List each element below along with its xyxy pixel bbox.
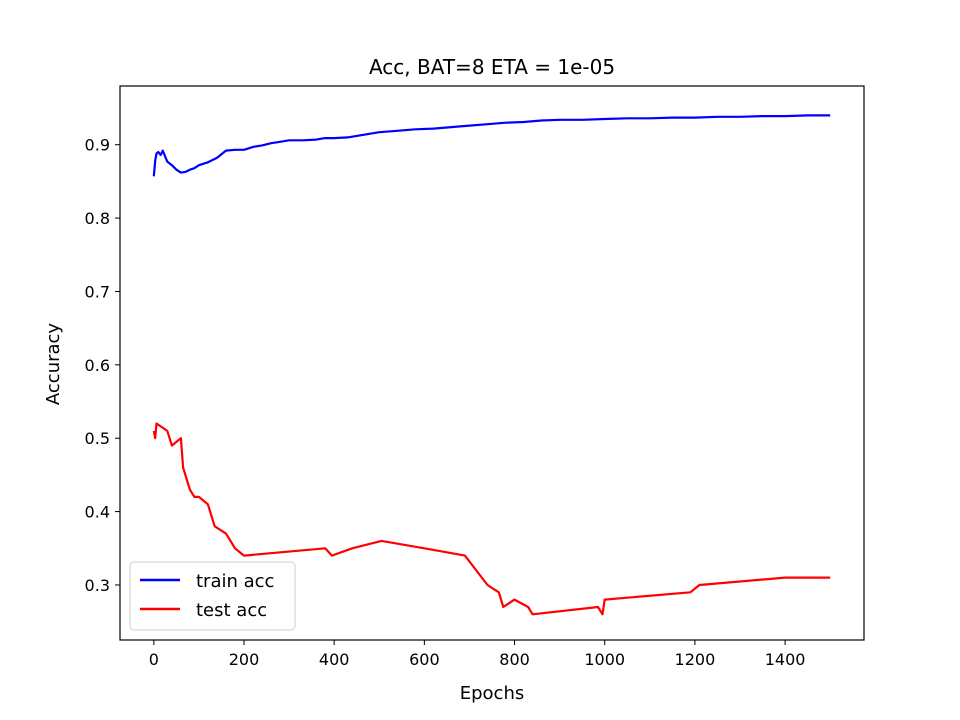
y-tick-label: 0.9	[85, 136, 110, 155]
series-line-train-acc	[152, 114, 831, 177]
x-tick-label: 1000	[584, 650, 625, 669]
y-axis-label: Accuracy	[43, 323, 64, 406]
x-tick-label: 0	[149, 650, 159, 669]
y-tick-label: 0.3	[85, 576, 110, 595]
x-tick-label: 1200	[675, 650, 716, 669]
x-tick-label: 600	[409, 650, 440, 669]
y-tick-label: 0.4	[85, 503, 110, 522]
x-tick-label: 800	[499, 650, 530, 669]
y-tick-label: 0.6	[85, 356, 110, 375]
series-layer	[152, 114, 831, 616]
legend: train acc test acc	[129, 561, 296, 631]
chart-title: Acc, BAT=8 ETA = 1e-05	[369, 55, 615, 79]
x-tick-label: 400	[319, 650, 350, 669]
x-tick-label: 1400	[765, 650, 806, 669]
x-axis-label: Epochs	[460, 683, 525, 704]
plot-area-frame	[119, 85, 865, 641]
x-tick-label: 200	[229, 650, 260, 669]
legend-label-test-acc: test acc	[196, 600, 267, 621]
series-line-test-acc	[152, 422, 831, 616]
y-tick-label: 0.8	[85, 209, 110, 228]
legend-label-train-acc: train acc	[196, 571, 274, 592]
y-tick-label: 0.7	[85, 282, 110, 301]
x-axis-ticks: 0 200 400 600 800 1000 1200 1400	[149, 640, 806, 669]
y-axis-ticks: 0.3 0.4 0.5 0.6 0.7 0.8 0.9	[85, 136, 120, 595]
y-tick-label: 0.5	[85, 429, 110, 448]
